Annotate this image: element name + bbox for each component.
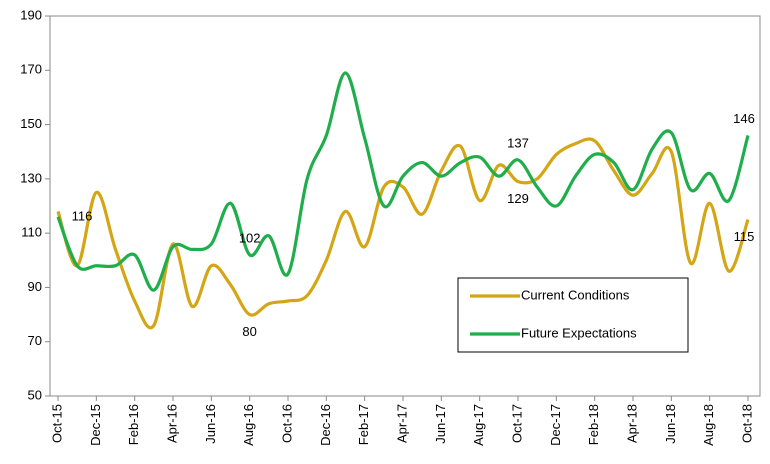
x-tick-label: Apr-18 bbox=[624, 404, 639, 443]
legend-label: Future Expectations bbox=[521, 325, 637, 340]
data-label: 129 bbox=[507, 191, 529, 206]
x-tick-label: Oct-15 bbox=[49, 404, 64, 443]
data-label: 146 bbox=[733, 111, 755, 126]
data-label: 116 bbox=[72, 208, 93, 223]
data-label: 137 bbox=[507, 135, 529, 150]
x-tick-label: Aug-16 bbox=[241, 404, 256, 446]
x-tick-label: Dec-17 bbox=[548, 404, 563, 446]
plot-frame bbox=[49, 15, 761, 397]
y-tick-label: 110 bbox=[21, 225, 42, 240]
x-tick-label: Jun-17 bbox=[433, 404, 448, 444]
data-label: 80 bbox=[242, 324, 256, 339]
x-tick-label: Feb-17 bbox=[356, 404, 371, 445]
data-label: 102 bbox=[239, 230, 261, 245]
y-tick-label: 170 bbox=[20, 62, 42, 77]
x-tick-label: Apr-17 bbox=[394, 404, 409, 443]
x-tick-label: Feb-16 bbox=[126, 404, 141, 445]
x-tick-label: Aug-18 bbox=[701, 404, 716, 446]
line-series bbox=[56, 71, 750, 292]
x-tick-label: Aug-17 bbox=[471, 404, 486, 446]
x-tick-label: Dec-16 bbox=[318, 404, 333, 446]
x-tick-label: Apr-16 bbox=[164, 404, 179, 443]
y-tick-label: 150 bbox=[20, 116, 42, 131]
y-tick-label: 70 bbox=[28, 333, 42, 348]
x-tick-label: Jun-18 bbox=[663, 404, 678, 444]
x-tick-label: Oct-16 bbox=[279, 404, 294, 443]
y-tick-label: 130 bbox=[20, 170, 42, 185]
x-tick-label: Oct-18 bbox=[739, 404, 754, 443]
x-tick-label: Oct-17 bbox=[509, 404, 524, 443]
legend-box bbox=[457, 277, 689, 353]
y-tick-label: 90 bbox=[28, 279, 42, 294]
x-tick-label: Dec-15 bbox=[88, 404, 103, 446]
x-tick-label: Feb-18 bbox=[586, 404, 601, 445]
data-label: 115 bbox=[734, 229, 755, 244]
y-tick-label: 50 bbox=[28, 387, 42, 402]
legend-label: Current Conditions bbox=[521, 287, 630, 302]
y-tick-label: 190 bbox=[20, 7, 42, 22]
x-tick-label: Jun-16 bbox=[203, 404, 218, 444]
